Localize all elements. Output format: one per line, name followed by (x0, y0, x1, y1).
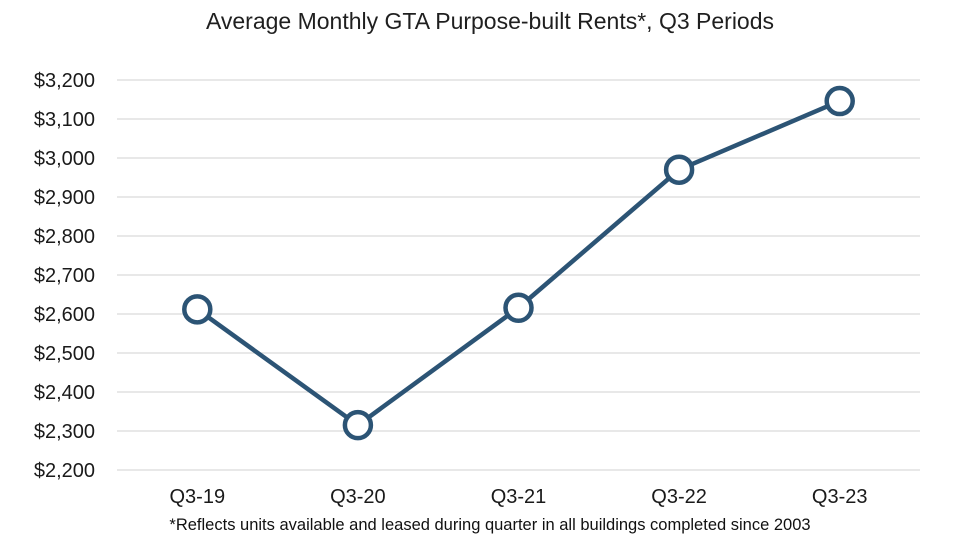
y-tick-label: $2,900 (34, 187, 95, 209)
y-tick-label: $2,800 (34, 226, 95, 248)
data-point (182, 294, 213, 325)
y-tick-label: $2,700 (34, 265, 95, 287)
y-tick-label: $2,500 (34, 343, 95, 365)
x-tick-label: Q3-19 (170, 486, 226, 508)
x-tick-label: Q3-22 (651, 486, 707, 508)
y-tick-label: $3,200 (34, 70, 95, 92)
data-point (824, 85, 855, 117)
y-tick-label: $2,200 (34, 460, 95, 482)
x-tick-label: Q3-20 (330, 486, 386, 508)
y-tick-label: $3,000 (34, 148, 95, 170)
x-tick-label: Q3-21 (491, 486, 547, 508)
x-tick-label: Q3-23 (812, 486, 868, 508)
y-tick-label: $2,400 (34, 382, 95, 404)
data-point (663, 154, 695, 185)
y-tick-label: $2,300 (34, 421, 95, 443)
y-tick-label: $3,100 (34, 109, 95, 131)
series-line (195, 98, 842, 428)
y-tick-label: $2,600 (34, 304, 95, 326)
chart-footnote: *Reflects units available and leased dur… (169, 516, 811, 534)
data-point (342, 409, 374, 441)
data-point (503, 292, 534, 324)
chart-title: Average Monthly GTA Purpose-built Rents*… (205, 8, 775, 34)
